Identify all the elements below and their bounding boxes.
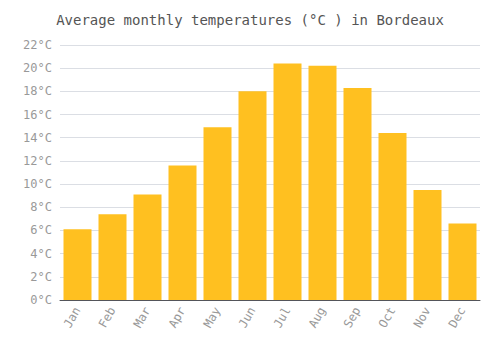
svg-text:Feb: Feb bbox=[96, 304, 119, 330]
svg-text:Oct: Oct bbox=[376, 304, 399, 330]
svg-text:Mar: Mar bbox=[131, 304, 154, 330]
svg-text:Sep: Sep bbox=[341, 304, 364, 330]
svg-text:22°C: 22°C bbox=[23, 38, 52, 52]
svg-text:Dec: Dec bbox=[446, 304, 469, 330]
svg-text:0°C: 0°C bbox=[30, 293, 52, 307]
svg-text:6°C: 6°C bbox=[30, 223, 52, 237]
svg-text:20°C: 20°C bbox=[23, 61, 52, 75]
svg-text:16°C: 16°C bbox=[23, 108, 52, 122]
svg-text:Average monthly temperatures (: Average monthly temperatures (°C ) in Bo… bbox=[56, 12, 444, 28]
svg-text:Nov: Nov bbox=[411, 304, 434, 330]
svg-text:Aug: Aug bbox=[306, 304, 329, 330]
svg-text:Jan: Jan bbox=[61, 304, 84, 330]
svg-text:2°C: 2°C bbox=[30, 270, 52, 284]
svg-text:14°C: 14°C bbox=[23, 131, 52, 145]
svg-text:Jul: Jul bbox=[271, 304, 294, 330]
svg-text:May: May bbox=[201, 304, 224, 330]
svg-text:4°C: 4°C bbox=[30, 247, 52, 261]
svg-text:Jun: Jun bbox=[236, 304, 259, 330]
svg-text:18°C: 18°C bbox=[23, 84, 52, 98]
svg-text:12°C: 12°C bbox=[23, 154, 52, 168]
svg-text:Apr: Apr bbox=[166, 304, 189, 330]
svg-text:10°C: 10°C bbox=[23, 177, 52, 191]
svg-text:8°C: 8°C bbox=[30, 200, 52, 214]
